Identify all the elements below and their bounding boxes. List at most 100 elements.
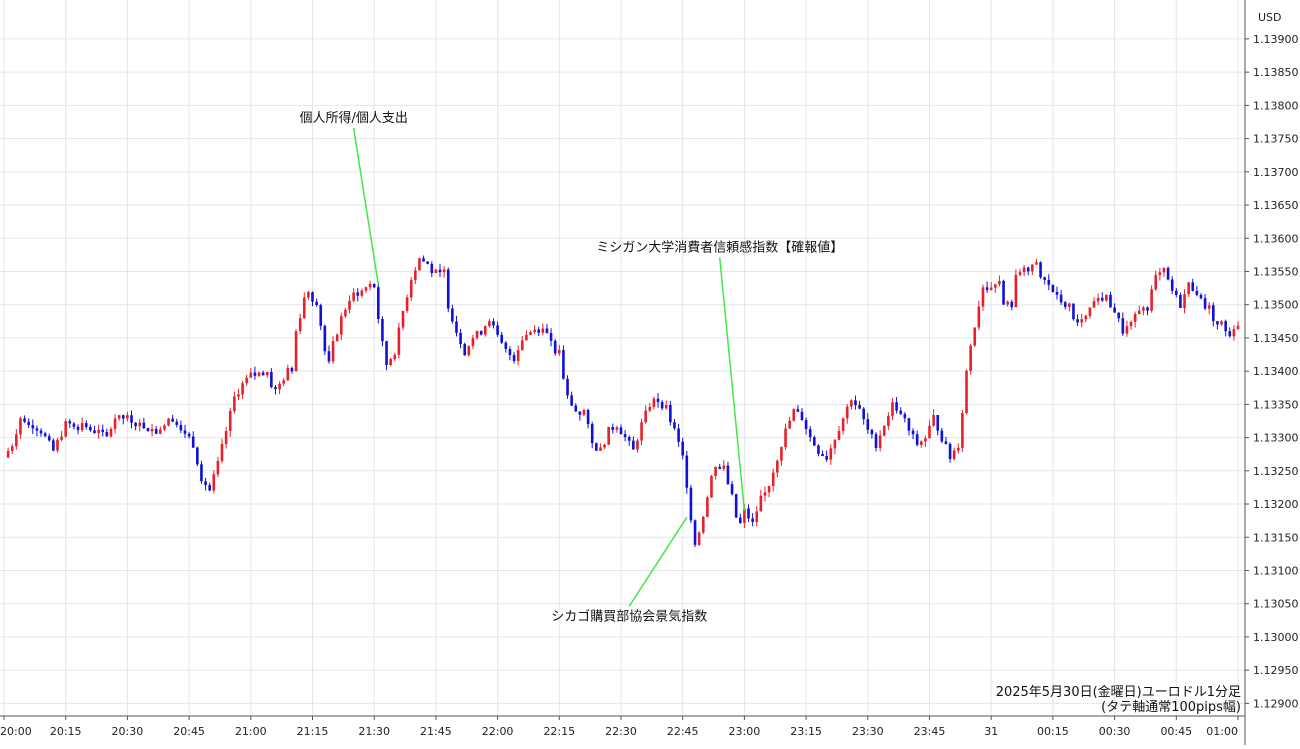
candle-up [928,425,931,439]
candle-up [163,425,166,430]
candle-up [339,316,343,335]
candle-down [187,433,191,437]
candle-down [866,419,870,430]
candle-down [27,421,30,426]
annotation-label: シカゴ購買部協会景気指数 [551,608,707,624]
candle-up [1018,272,1022,275]
candle-down [936,414,940,431]
candle-up [397,327,401,355]
candle-up [722,465,726,469]
candle-up [335,334,339,342]
candle-down [290,368,294,372]
candle-down [23,418,26,422]
candle-up [475,331,479,338]
candle-down [1170,279,1174,291]
x-tick-label: 22:15 [543,725,575,738]
candle-up [615,427,619,430]
candle-down [1121,318,1125,334]
candle-up [220,443,224,461]
candle-up [533,329,536,333]
candle-down [76,426,80,431]
y-tick-label: 1.13800 [1253,99,1299,112]
candle-down [821,453,824,457]
x-tick-label: 21:45 [420,725,452,738]
candles [6,255,1240,548]
candle-down [315,301,318,306]
candle-up [488,321,491,326]
y-tick-label: 1.13450 [1253,332,1299,345]
candle-up [56,439,59,451]
candle-up [743,508,746,523]
candle-up [788,420,791,429]
candle-up [771,472,775,486]
candle-up [599,447,602,451]
candle-up [298,318,302,332]
candle-down [430,263,434,274]
x-tick-label: 00:30 [1099,725,1131,738]
candle-down [512,355,516,361]
candle-down [813,437,816,446]
candle-up [558,350,561,354]
candle-down [632,440,635,450]
candle-down [183,430,187,434]
candle-down [496,325,499,335]
candle-down [595,443,598,451]
y-tick-label: 1.13500 [1253,299,1299,312]
candle-down [31,425,35,429]
y-tick-label: 1.13200 [1253,498,1299,511]
candle-up [257,372,261,376]
candle-up [97,429,100,434]
candle-down [1113,307,1116,313]
candle-up [850,400,853,407]
candle-down [200,464,203,482]
candle-up [1142,307,1145,311]
candle-up [294,331,298,372]
candle-down [52,440,55,451]
candle-up [1080,319,1083,323]
candle-up [150,428,154,432]
candle-down [508,348,512,356]
candle-down [1039,262,1042,278]
candle-up [331,341,335,362]
candle-down [154,428,158,434]
candle-up [969,345,972,371]
candle-down [985,287,989,290]
candle-up [237,394,240,397]
candle-down [796,409,800,412]
caption-line-2: (タテ軸通常100pips幅) [1101,700,1241,715]
candle-down [738,517,742,523]
candle-down [253,372,257,376]
candle-down [574,405,578,412]
candle-down [1010,301,1014,308]
candle-down [72,423,76,427]
candle-up [216,460,220,475]
candle-up [919,441,923,445]
candle-down [677,428,680,442]
candle-down [372,283,376,288]
candle-up [924,438,927,442]
candle-down [121,415,125,419]
candle-down [196,447,199,465]
candle-up [973,327,977,346]
candle-down [1212,305,1215,322]
x-tick-label: 20:45 [173,725,205,738]
grid-lines [0,0,1245,716]
y-tick-label: 1.13150 [1253,531,1299,544]
x-tick-label: 20:00 [0,725,32,738]
candle-up [701,516,705,533]
annotation-leader-line [628,516,688,607]
candle-up [224,430,228,444]
candle-down [747,508,750,519]
candle-down [718,466,722,469]
candle-up [418,258,421,271]
candle-up [471,337,475,346]
candle-down [553,340,557,354]
annotation-leader-line [352,127,380,285]
candle-up [434,269,438,274]
candle-up [360,290,364,296]
candle-down [323,325,327,352]
y-tick-label: 1.13100 [1253,564,1299,577]
candle-down [808,429,812,438]
candle-down [903,413,907,419]
candle-down [693,520,697,545]
